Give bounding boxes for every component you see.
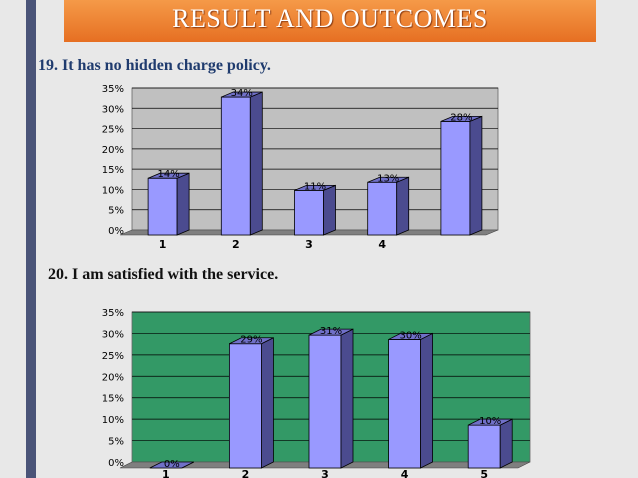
x-tick-label: 3 <box>305 238 313 251</box>
bar-2-4 <box>388 332 434 469</box>
bar-front <box>294 189 324 236</box>
bar-top <box>149 461 194 469</box>
bar-1-5 <box>440 115 483 236</box>
bar-1-2 <box>220 91 263 236</box>
y-tick-label: 15% <box>102 394 124 405</box>
bar-side <box>340 328 354 469</box>
data-label: 0% <box>164 459 180 470</box>
bar-1-1 <box>147 172 190 236</box>
bar-front <box>308 334 342 469</box>
y-tick-label: 30% <box>102 104 124 115</box>
bar-2-2 <box>228 337 274 469</box>
y-tick-label: 25% <box>102 125 124 136</box>
bar-side <box>499 418 513 469</box>
y-tick-label: 0% <box>108 226 124 237</box>
y-tick-label: 35% <box>102 308 124 319</box>
x-tick-label: 2 <box>242 468 250 478</box>
y-tick-label: 25% <box>102 351 124 362</box>
bar-top <box>147 172 190 179</box>
y-tick-label: 5% <box>108 437 124 448</box>
bar-front <box>467 424 501 469</box>
x-tick-label: 4 <box>378 238 386 251</box>
bar-top <box>468 418 513 426</box>
x-tick-label: 3 <box>321 468 329 478</box>
data-label: 29% <box>240 335 262 346</box>
y-tick-label: 20% <box>102 145 124 156</box>
data-label: 10% <box>479 416 501 427</box>
x-tick-label: 5 <box>480 468 488 478</box>
data-label: 31% <box>320 326 342 337</box>
bar-front <box>228 343 262 469</box>
bar-top <box>440 116 483 122</box>
page-title: RESULT AND OUTCOMES <box>172 4 488 33</box>
bar-top <box>388 333 433 340</box>
y-tick-label: 10% <box>102 415 124 426</box>
question-20-label: 20. I am satisfied with the service. <box>48 266 279 283</box>
x-tick-label: 1 <box>162 468 170 478</box>
data-label: 14% <box>157 169 179 180</box>
x-tick-label: 4 <box>401 468 409 478</box>
bar-2-3 <box>308 328 354 469</box>
y-tick-label: 5% <box>108 206 124 217</box>
x-tick-label: 2 <box>232 238 240 251</box>
left-accent-bar <box>26 0 36 478</box>
title-banner: RESULT AND OUTCOMES <box>64 0 596 42</box>
data-label: 11% <box>304 181 326 192</box>
bar-top <box>294 184 336 191</box>
bar-front <box>147 177 178 236</box>
bar-1-3 <box>294 184 336 236</box>
bar-front <box>440 121 471 236</box>
bar-top <box>308 328 354 336</box>
bar-side <box>420 332 434 469</box>
data-label: 30% <box>399 330 421 341</box>
y-tick-label: 10% <box>102 185 124 196</box>
bar-side <box>260 337 274 469</box>
bar-front <box>367 181 398 236</box>
x-tick-label: 1 <box>159 238 167 251</box>
bar-1-4 <box>367 176 410 236</box>
y-tick-label: 20% <box>102 372 124 383</box>
bar-top <box>221 91 263 98</box>
bar-front <box>388 339 422 469</box>
y-tick-label: 35% <box>102 84 124 95</box>
data-label: 13% <box>377 173 399 184</box>
bar-top <box>367 176 409 183</box>
bar-2-1 <box>149 461 194 469</box>
y-tick-label: 0% <box>108 458 124 469</box>
y-tick-label: 30% <box>102 329 124 340</box>
data-label: 28% <box>450 112 472 123</box>
data-label: 34% <box>231 88 253 99</box>
bar-top <box>229 337 274 345</box>
question-19-label: 19. It has no hidden charge policy. <box>38 57 271 74</box>
y-tick-label: 15% <box>102 165 124 176</box>
bar-2-5 <box>467 418 513 469</box>
